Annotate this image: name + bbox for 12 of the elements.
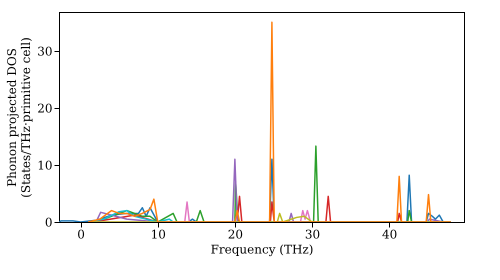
y-tick-label: 10 [37,158,52,172]
y-tick-label: 20 [37,101,52,116]
y-tick-label: 0 [44,216,52,230]
x-tick-label: 30 [304,228,320,242]
y-tick-label: 30 [37,44,52,58]
x-tick-label: 40 [382,228,398,242]
x-axis-title: Frequency (THz) [210,242,314,256]
y-axis-title: Phonon projected DOS (States/THz·primitive cell) [5,37,34,198]
line-series [88,22,452,222]
x-tick-label: 0 [77,228,85,242]
x-tick-label: 10 [150,228,166,242]
x-tick-label: 20 [228,228,244,242]
